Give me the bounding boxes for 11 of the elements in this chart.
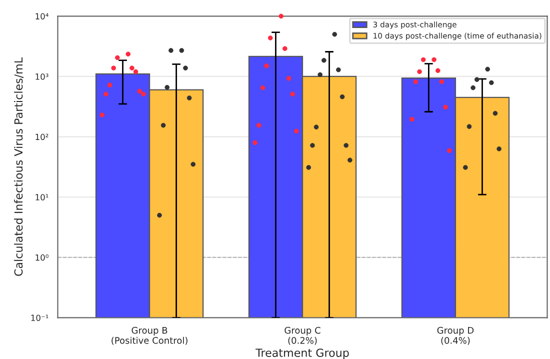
x-axis-title: Treatment Group: [256, 348, 349, 359]
x-tick-label: Group B (Positive Control): [112, 326, 188, 345]
y-tick-label: 10⁰: [36, 254, 48, 261]
x-tick-label: Group D (0.4%): [437, 326, 474, 345]
y-tick-label: 10³: [36, 73, 48, 80]
y-axis-title: Calculated Infectious Virus Particles/mL: [14, 57, 24, 276]
y-tick-label: 10¹: [36, 194, 48, 200]
y-tick-label: 10²: [36, 134, 48, 140]
y-tick-label: 10⁴: [36, 13, 48, 20]
y-tick-label: 10⁻¹: [31, 314, 48, 321]
x-tick-label: Group C (0.2%): [284, 326, 320, 345]
